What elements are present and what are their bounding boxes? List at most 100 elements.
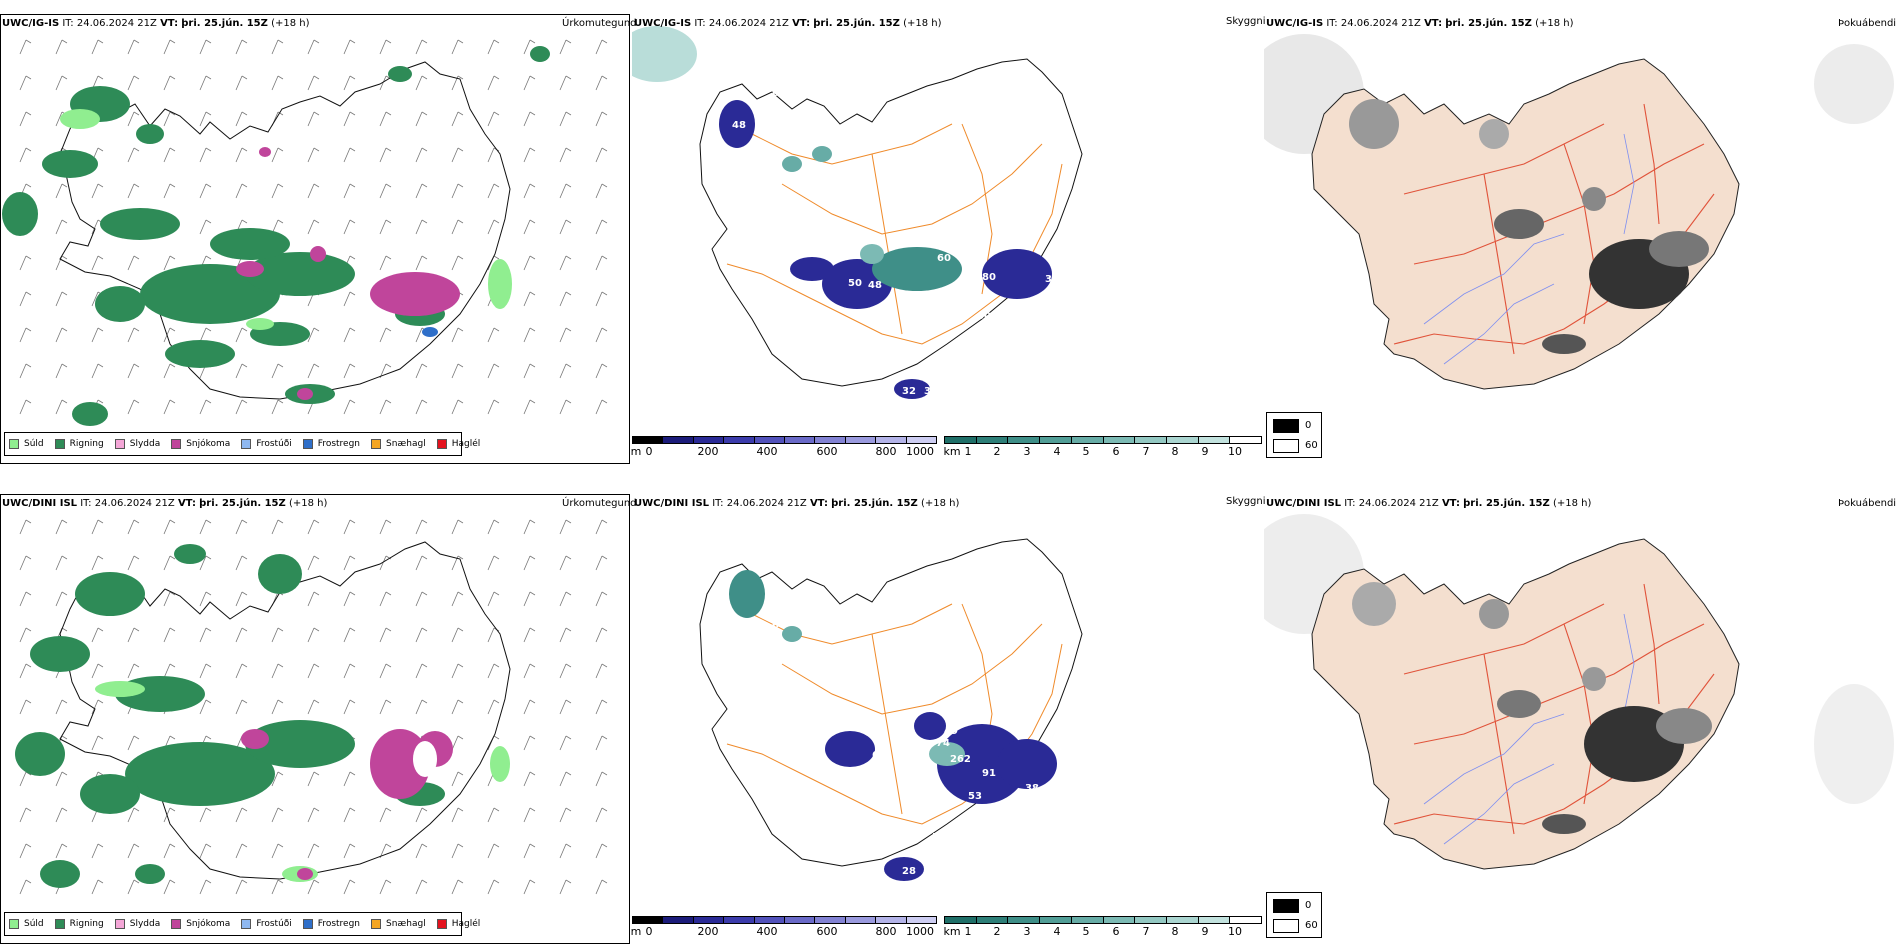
- ceiling-tick: 600: [816, 445, 838, 458]
- visibility-tick: 8: [1171, 445, 1179, 458]
- ceiling-tick: 400: [756, 445, 778, 458]
- panel-title-visibility: Skyggni: [1226, 496, 1266, 507]
- ceiling-value: 56: [932, 832, 946, 843]
- ceiling-value: 91: [982, 768, 996, 779]
- legend-item: Snjókoma: [171, 439, 230, 449]
- visibility-colorbar: km 1 2 3 4 5 6 7 8 9 10: [943, 436, 1262, 458]
- legend-item: Rigning: [54, 919, 104, 929]
- precip-type-panel-1: UWC/IG-IS IT: 24.06.2024 21Z VT: þri. 25…: [0, 14, 637, 464]
- legend-item: Frostúði: [241, 439, 292, 449]
- ceiling-value: 17: [797, 824, 811, 835]
- ceiling-value: 28: [797, 344, 811, 355]
- header-1c: UWC/IG-IS IT: 24.06.2024 21Z VT: þri. 25…: [1266, 18, 1574, 29]
- visibility-tick: 8: [1171, 925, 1179, 938]
- ceiling-value: 03: [944, 150, 958, 161]
- ceiling-tick: 600: [816, 925, 838, 938]
- legend-item: Snæhagl: [371, 919, 426, 929]
- ceiling-numbers: 56 66 10 74 62 49 262 91 38 38 53 38 25 …: [772, 564, 1078, 877]
- panel-title-fog: Þokuábendi: [1838, 18, 1897, 29]
- legend-item: Frostregn: [302, 439, 360, 449]
- ceiling-numbers: 62 48 37 03 60 80 50 48 73 33 39 60 25 2…: [732, 88, 1068, 397]
- panel-title-precip: Úrkomutegund: [562, 498, 637, 509]
- ceiling-colorbar-swatches: [632, 916, 937, 924]
- visibility-tick: 9: [1201, 925, 1209, 938]
- header-2a: UWC/DINI ISL IT: 24.06.2024 21Z VT: þri.…: [2, 498, 328, 509]
- ceiling-map-2: 56 66 10 74 62 49 262 91 38 38 53 38 25 …: [699, 538, 1083, 881]
- ceiling-value: 56: [782, 564, 796, 575]
- ceiling-value: 10: [942, 620, 956, 631]
- ceiling-tick: 400: [756, 925, 778, 938]
- precip-map-2: [15, 519, 608, 895]
- ceiling-unit: m: [630, 445, 642, 458]
- ceiling-value: 38: [1045, 786, 1059, 797]
- ceiling-value: 74: [936, 738, 950, 749]
- fog-fields: [1352, 582, 1712, 834]
- ceiling-value: 62: [872, 750, 886, 761]
- ceiling-value: 60: [977, 311, 991, 322]
- visibility-tick: 7: [1142, 445, 1150, 458]
- precip-frame: [0, 494, 630, 944]
- rivers: [1423, 133, 1635, 365]
- ceiling-unit: m: [630, 925, 642, 938]
- fog-map-2: [1264, 514, 1894, 870]
- ceiling-fields: [719, 100, 1052, 399]
- visibility-tick: 4: [1053, 445, 1061, 458]
- visibility-tick: 3: [1023, 445, 1031, 458]
- legend-item: Frostúði: [241, 919, 292, 929]
- header-2c: UWC/DINI ISL IT: 24.06.2024 21Z VT: þri.…: [1266, 498, 1592, 509]
- ceiling-value: 39: [1014, 299, 1028, 310]
- ceiling-value: 262: [950, 754, 971, 765]
- ceiling-tick: 200: [697, 925, 719, 938]
- precip-type-panel-2: UWC/DINI ISL IT: 24.06.2024 21Z VT: þri.…: [0, 494, 637, 944]
- ceiling-tick: 1000: [906, 445, 934, 458]
- visibility-tick: 6: [1112, 925, 1120, 938]
- visibility-colorbar: km 1 2 3 4 5 6 7 8 9 10: [943, 916, 1262, 938]
- visibility-tick: 5: [1082, 925, 1090, 938]
- precip-map-1: [2, 39, 608, 426]
- fog-legend: 0 60: [1266, 892, 1322, 938]
- fog-fields: [1349, 99, 1709, 354]
- ceiling-value: 28: [924, 866, 938, 877]
- ceiling-value: 73: [1054, 256, 1068, 267]
- ceiling-colorbar-swatches: [632, 436, 937, 444]
- header-1b: UWC/IG-IS IT: 24.06.2024 21Z VT: þri. 25…: [634, 18, 942, 29]
- ceiling-value: 50: [848, 278, 862, 289]
- fog-map-1: [1264, 34, 1894, 390]
- ceiling-value: 49: [944, 726, 958, 737]
- drizzle-fields: [60, 109, 512, 330]
- legend-item: Haglél: [436, 919, 480, 929]
- rivers: [1423, 613, 1635, 845]
- ceiling-value: 48: [868, 280, 882, 291]
- legend-item: Slydda: [114, 439, 160, 449]
- ceiling-fields: [729, 570, 1057, 881]
- legend-item: Snjókoma: [171, 919, 230, 929]
- roads: [1393, 103, 1715, 355]
- visibility-panel-2: 56 66 10 74 62 49 262 91 38 38 53 38 25 …: [630, 494, 1266, 944]
- visibility-tick: 4: [1053, 925, 1061, 938]
- legend-item: Rigning: [54, 439, 104, 449]
- legend-item: Haglél: [436, 439, 480, 449]
- ceiling-tick: 800: [875, 445, 897, 458]
- visibility-tick: 1: [964, 925, 972, 938]
- panel-title-precip: Úrkomutegund: [562, 18, 637, 29]
- visibility-tick: 5: [1082, 445, 1090, 458]
- ceiling-value: 80: [982, 272, 996, 283]
- precip-fields: [2, 46, 550, 426]
- fog-panel-1: UWC/IG-IS IT: 24.06.2024 21Z VT: þri. 25…: [1264, 14, 1900, 464]
- visibility-tick: 7: [1142, 925, 1150, 938]
- visibility-tick: 10: [1228, 925, 1242, 938]
- visibility-tick: 10: [1228, 445, 1242, 458]
- ceiling-value: 32: [902, 386, 916, 397]
- frozen-rain-fields: [422, 327, 438, 337]
- legend-item: Frostregn: [302, 919, 360, 929]
- header-2b: UWC/DINI ISL IT: 24.06.2024 21Z VT: þri.…: [634, 498, 960, 509]
- ceiling-value: 33: [1045, 274, 1059, 285]
- ceiling-tick: 0: [645, 925, 653, 938]
- ceiling-value: 53: [968, 791, 982, 802]
- visibility-tick: 9: [1201, 445, 1209, 458]
- ceiling-value: 38: [1064, 744, 1078, 755]
- visibility-tick: 1: [964, 445, 972, 458]
- ceiling-tick: 0: [645, 445, 653, 458]
- legend-item: Slydda: [114, 919, 160, 929]
- header-1a: UWC/IG-IS IT: 24.06.2024 21Z VT: þri. 25…: [2, 18, 310, 29]
